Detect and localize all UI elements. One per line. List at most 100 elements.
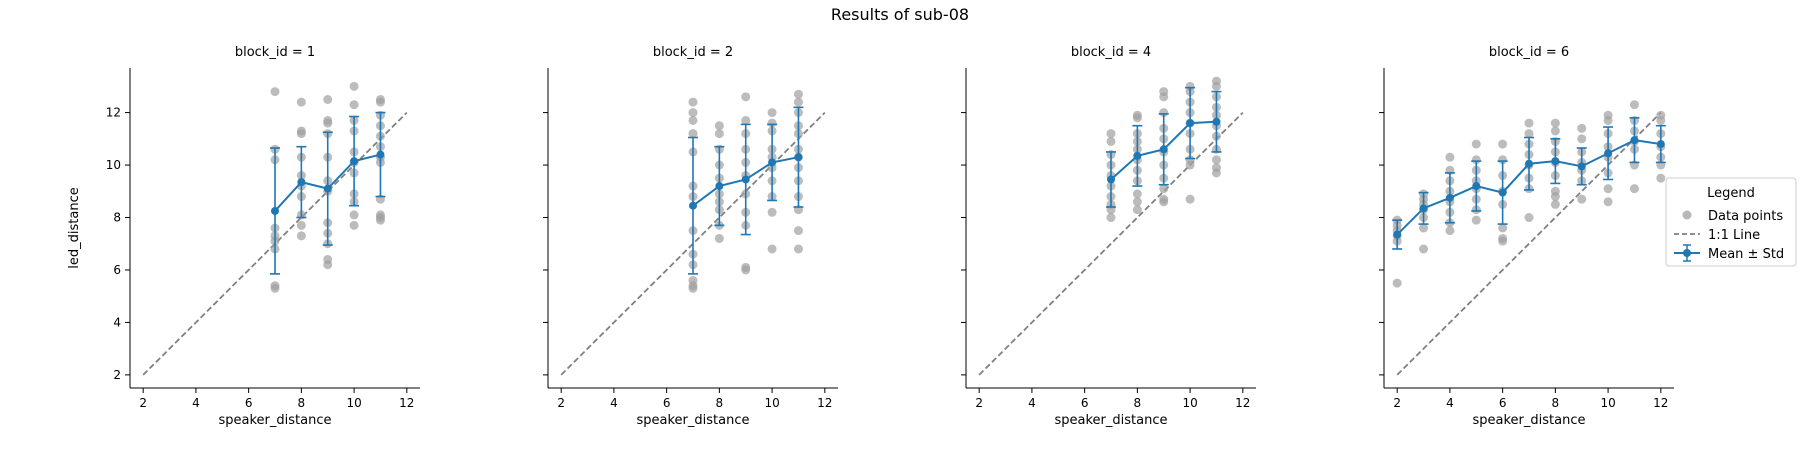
data-point xyxy=(1604,197,1613,206)
data-point xyxy=(1551,192,1560,201)
data-point xyxy=(768,208,777,217)
x-axis-label: speaker_distance xyxy=(1055,413,1168,428)
data-point xyxy=(1212,155,1221,164)
mean-point xyxy=(768,158,776,166)
data-point xyxy=(1212,168,1221,177)
x-tick-label: 2 xyxy=(1393,396,1401,410)
data-point xyxy=(1525,213,1534,222)
mean-point xyxy=(742,175,750,183)
subplot-title: block_id = 1 xyxy=(235,45,315,60)
data-point xyxy=(1159,92,1168,101)
legend: Legend Data points 1:1 Line Mean ± Std xyxy=(1666,178,1796,266)
data-point xyxy=(1472,216,1481,225)
data-point xyxy=(715,234,724,243)
x-tick-label: 8 xyxy=(1134,396,1142,410)
data-point xyxy=(350,221,359,230)
legend-label: 1:1 Line xyxy=(1708,228,1760,243)
data-point xyxy=(1656,174,1665,183)
data-point xyxy=(1551,119,1560,128)
x-tick-label: 12 xyxy=(1653,396,1668,410)
y-tick-label: 12 xyxy=(106,106,121,120)
mean-point xyxy=(794,153,802,161)
data-point xyxy=(1630,100,1639,109)
data-point xyxy=(1551,200,1560,209)
data-point xyxy=(297,221,306,230)
legend-label: Mean ± Std xyxy=(1708,247,1784,262)
data-point xyxy=(1630,184,1639,193)
data-point xyxy=(1393,279,1402,288)
x-tick-label: 10 xyxy=(764,396,779,410)
x-axis-label: speaker_distance xyxy=(1473,413,1586,428)
x-tick-label: 8 xyxy=(1552,396,1560,410)
data-point xyxy=(271,87,280,96)
data-point xyxy=(1445,153,1454,162)
data-point xyxy=(350,100,359,109)
data-point xyxy=(1133,205,1142,214)
x-tick-label: 10 xyxy=(1600,396,1615,410)
subplot-block-2: block_id = 2 speaker_distance 2 4 6 8 10 12 xyxy=(543,45,838,428)
data-point xyxy=(794,90,803,99)
data-point xyxy=(689,116,698,125)
mean-point xyxy=(1472,182,1480,190)
data-point xyxy=(323,95,332,104)
y-tick-label: 4 xyxy=(113,315,121,329)
y-tick-label: 10 xyxy=(106,158,121,172)
data-point xyxy=(741,92,750,101)
data-point xyxy=(1551,126,1560,135)
mean-point xyxy=(689,202,697,210)
data-point xyxy=(1445,226,1454,235)
data-point xyxy=(715,129,724,138)
data-point xyxy=(1107,137,1116,146)
y-axis-label: led_distance xyxy=(67,187,82,268)
subplot-block-4: block_id = 4 speaker_distance 2 4 6 8 10 12 xyxy=(961,45,1256,428)
subplot-block-1: block_id = 1 speaker_distance led_distan… xyxy=(67,45,420,428)
mean-point xyxy=(1525,160,1533,168)
error-bars xyxy=(1392,118,1666,249)
data-point xyxy=(376,98,385,107)
data-point xyxy=(1107,213,1116,222)
x-tick-label: 12 xyxy=(817,396,832,410)
x-axis-label: speaker_distance xyxy=(219,413,332,428)
x-tick-label: 8 xyxy=(298,396,306,410)
mean-point xyxy=(1630,136,1638,144)
x-tick-label: 4 xyxy=(1028,396,1036,410)
x-tick-label: 2 xyxy=(975,396,983,410)
subplot-title: block_id = 6 xyxy=(1489,45,1569,60)
data-point xyxy=(297,129,306,138)
x-tick-label: 6 xyxy=(245,396,253,410)
mean-point xyxy=(1578,162,1586,170)
mean-point xyxy=(297,178,305,186)
data-point xyxy=(1212,82,1221,91)
data-point xyxy=(376,216,385,225)
data-point xyxy=(350,82,359,91)
x-tick-label: 6 xyxy=(663,396,671,410)
data-points xyxy=(1393,100,1666,287)
subplot-title: block_id = 2 xyxy=(653,45,733,60)
mean-point xyxy=(1133,152,1141,160)
data-point xyxy=(1604,184,1613,193)
data-point xyxy=(1186,195,1195,204)
mean-point xyxy=(1107,175,1115,183)
x-tick-label: 10 xyxy=(1182,396,1197,410)
mean-point xyxy=(1499,189,1507,197)
data-point xyxy=(1133,189,1142,198)
mean-point xyxy=(350,157,358,165)
mean-point xyxy=(271,207,279,215)
y-tick-label: 6 xyxy=(113,263,121,277)
mean-point xyxy=(1551,157,1559,165)
data-point xyxy=(1472,140,1481,149)
x-tick-label: 6 xyxy=(1499,396,1507,410)
x-tick-label: 10 xyxy=(346,396,361,410)
data-point xyxy=(741,265,750,274)
data-point xyxy=(768,108,777,117)
data-point xyxy=(689,98,698,107)
data-point xyxy=(689,284,698,293)
x-tick-label: 12 xyxy=(1235,396,1250,410)
data-point xyxy=(715,121,724,130)
data-point xyxy=(1133,113,1142,122)
data-point xyxy=(794,244,803,253)
data-point xyxy=(1498,237,1507,246)
mean-point xyxy=(376,151,384,159)
legend-title: Legend xyxy=(1707,186,1755,201)
x-tick-label: 6 xyxy=(1081,396,1089,410)
